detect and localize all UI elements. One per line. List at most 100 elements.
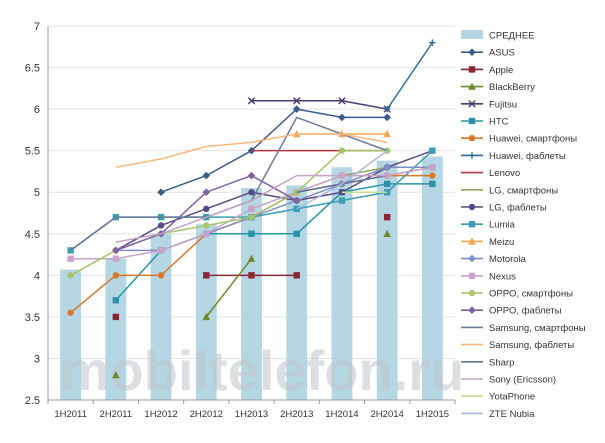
- legend-label: Huawei, фаблеты: [489, 151, 566, 162]
- axes: 2.5 3 3.5 4 4.5 5 5.5 6 6.5 7 1H2011 2H2011 1H2012 2H…: [25, 21, 456, 420]
- legend-entry-lumia: Lumia: [461, 220, 516, 231]
- legend-label: Lenovo: [489, 168, 520, 179]
- series-line: [115, 166, 433, 243]
- legend-entry-sony-ericsson: Sony (Ericsson): [461, 375, 556, 386]
- legend-entry-huawei-смартфоны: Huawei, смартфоны: [461, 134, 577, 145]
- data-point: [67, 309, 74, 316]
- series-fujitsu: [247, 97, 391, 113]
- series-sony-ericsson: [115, 166, 433, 243]
- legend-label: Nexus: [489, 271, 516, 282]
- series-line: [386, 42, 434, 110]
- x-tick-label: 2H2012: [190, 409, 223, 420]
- data-point: [338, 97, 346, 105]
- legend-label: ASUS: [489, 48, 515, 59]
- y-tick-label: 3: [34, 353, 40, 365]
- data-point: [468, 117, 476, 125]
- legend-entry-motorola: Motorola: [461, 254, 527, 265]
- data-point: [293, 230, 300, 237]
- data-point: [112, 272, 120, 279]
- legend-entry-blackberry: BlackBerry: [461, 82, 535, 93]
- data-point: [468, 203, 476, 211]
- data-point: [338, 197, 346, 204]
- data-point: [112, 313, 120, 321]
- legend-entry-lenovo: Lenovo: [461, 168, 520, 179]
- legend-entry-htc: HTC: [461, 117, 509, 128]
- series-huawei-фаблеты: [383, 39, 436, 113]
- data-point: [157, 247, 165, 254]
- data-point: [338, 113, 346, 122]
- legend-entry-lg-смартфоны: LG, смартфоны: [461, 185, 558, 196]
- watermark: mobiltelefon.ru: [60, 339, 464, 402]
- legend-label: BlackBerry: [489, 82, 535, 93]
- legend-entry-oppo-фаблеты: OPPO, фаблеты: [461, 306, 562, 317]
- data-point: [429, 180, 436, 188]
- average-bar: [376, 160, 398, 400]
- data-point: [157, 272, 165, 279]
- series-asus: [157, 105, 391, 197]
- legend-label: Sharp: [489, 357, 514, 368]
- data-point: [112, 297, 120, 304]
- data-point: [292, 196, 301, 205]
- data-point: [248, 189, 255, 196]
- average-bar: [60, 269, 82, 400]
- data-point: [202, 312, 211, 321]
- average-bar: [331, 167, 353, 400]
- data-point: [202, 171, 211, 180]
- series-line: [115, 133, 388, 169]
- average-bar: [421, 156, 443, 400]
- watermark-text: mobiltelefon.ru: [60, 339, 464, 402]
- data-point: [468, 237, 476, 245]
- data-point: [203, 205, 210, 213]
- x-tick-label: 1H2015: [416, 409, 449, 420]
- y-tick-label: 5.5: [25, 146, 40, 158]
- legend-entry-samsung-фаблеты: Samsung, фаблеты: [461, 340, 574, 351]
- series-line: [160, 108, 388, 193]
- legend-entry-nexus: Nexus: [461, 271, 516, 282]
- series-samsung-фаблеты: [115, 133, 388, 169]
- data-point: [429, 172, 436, 179]
- y-tick-label: 4: [34, 270, 40, 282]
- legend-label: Samsung, смартфоны: [489, 323, 586, 334]
- data-point: [468, 152, 476, 159]
- data-point: [383, 229, 391, 237]
- legend-entry-sharp: Sharp: [461, 357, 514, 368]
- data-point: [293, 272, 300, 279]
- series-lines: [67, 39, 437, 379]
- legend-label: LG, фаблеты: [489, 203, 547, 214]
- y-tick-label: 6.5: [25, 63, 40, 75]
- data-point: [383, 113, 391, 122]
- data-point: [468, 272, 476, 279]
- data-point: [293, 97, 301, 105]
- legend-swatch-average: [461, 30, 483, 39]
- series-apple: [112, 213, 391, 321]
- legend-entry-samsung-смартфоны: Samsung, смартфоны: [461, 323, 586, 334]
- series-blackberry: [112, 229, 391, 379]
- y-tick-label: 5: [34, 187, 40, 199]
- data-point: [468, 82, 476, 90]
- data-point: [203, 230, 210, 237]
- data-point: [112, 371, 120, 379]
- legend-entry-meizu: Meizu: [461, 237, 514, 248]
- legend-entry-lg-фаблеты: LG, фаблеты: [461, 203, 547, 214]
- data-point: [383, 180, 391, 188]
- data-point: [112, 246, 120, 255]
- x-tick-label: 1H2011: [54, 409, 87, 420]
- series-zte-nubia: [296, 150, 388, 210]
- data-point: [112, 255, 120, 262]
- legend-label-average: СРЕДНЕЕ: [489, 31, 535, 42]
- legend-entry-huawei-фаблеты: Huawei, фаблеты: [461, 151, 566, 162]
- data-point: [429, 39, 436, 46]
- data-point: [429, 147, 436, 154]
- data-point: [67, 272, 74, 279]
- data-point: [248, 272, 255, 279]
- average-bar: [195, 223, 217, 400]
- legend-label: Huawei, смартфоны: [489, 134, 577, 145]
- legend-label: Meizu: [489, 237, 514, 248]
- legend-label: Lumia: [489, 220, 516, 231]
- data-point: [248, 205, 255, 213]
- legend-label: Apple: [489, 65, 513, 76]
- legend-entry-yotaphone: YotaPhone: [461, 392, 535, 403]
- data-point: [67, 255, 74, 262]
